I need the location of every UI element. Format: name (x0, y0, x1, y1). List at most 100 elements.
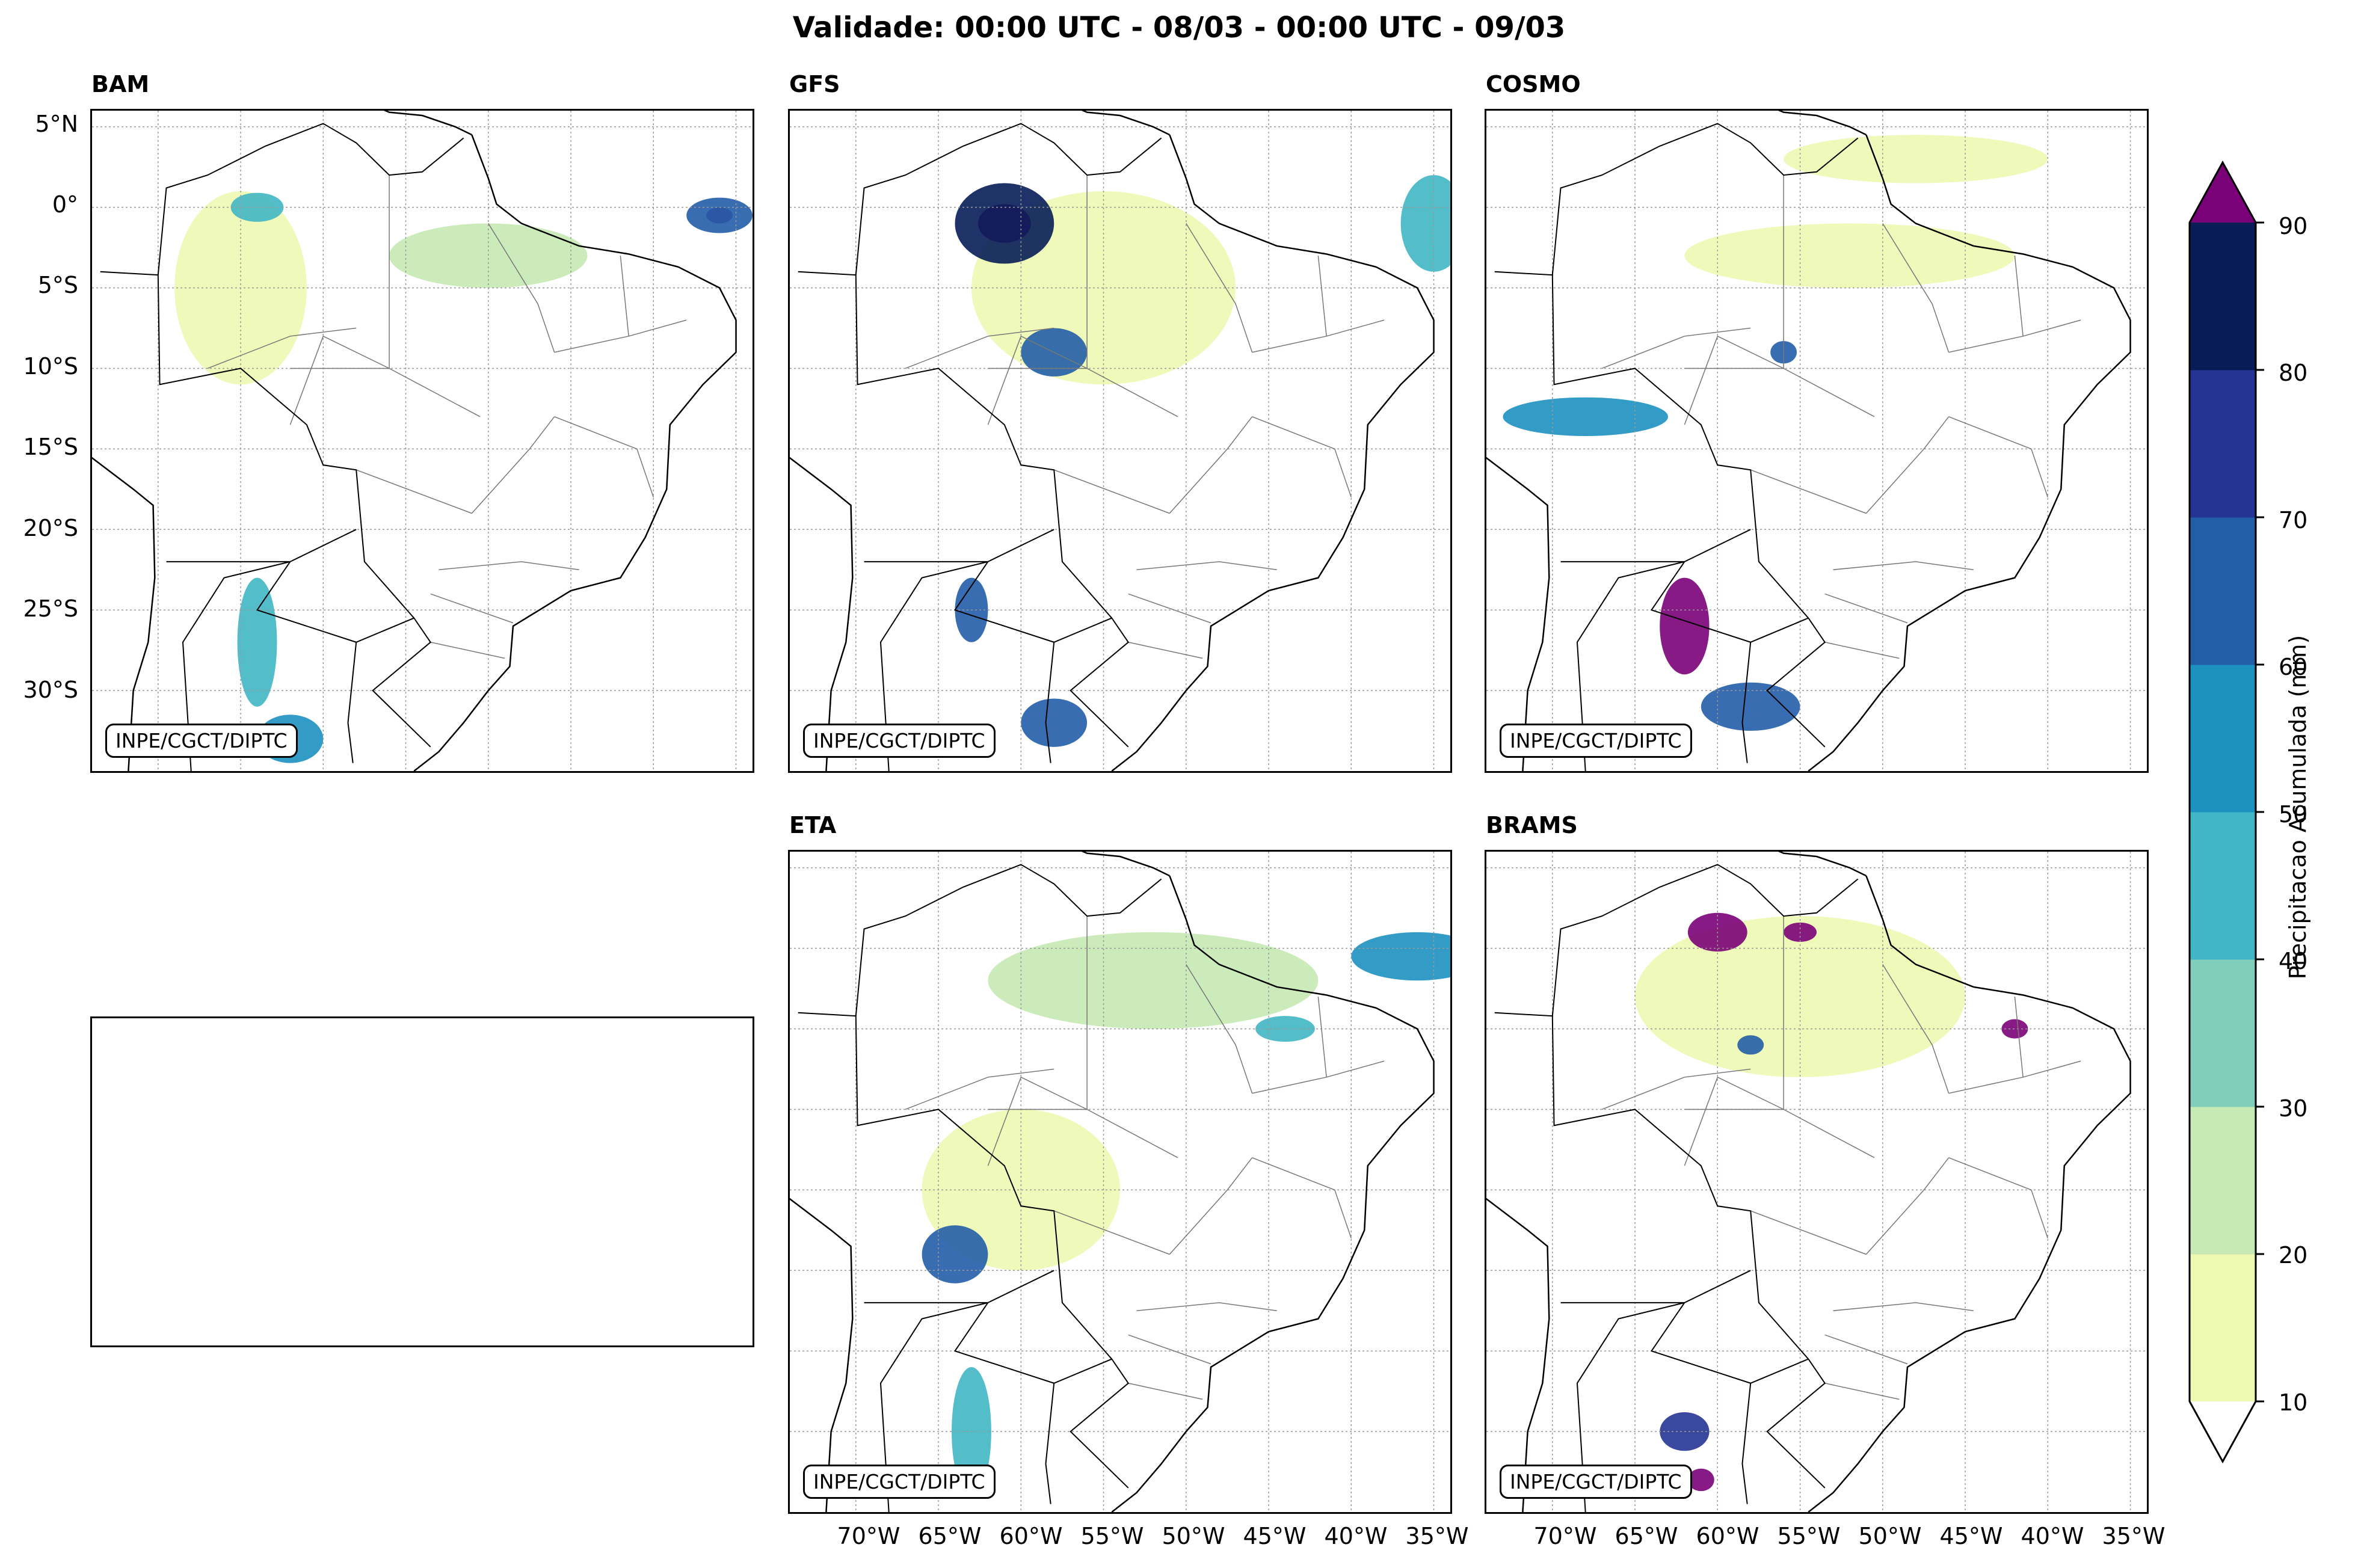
colorbar-label: Precipitacao Acumulada (mm) (2285, 635, 2311, 980)
state-border (1086, 1108, 1178, 1158)
figure-title: Validade: 00:00 UTC - 08/03 - 00:00 UTC … (792, 11, 1566, 45)
panel-title-gfs: GFS (789, 71, 840, 97)
colorbar-tick-label: 20 (2279, 1242, 2308, 1268)
lon-tick-label: 60°W (999, 1523, 1063, 1549)
precip-contour (1687, 1468, 1714, 1492)
state-border (1882, 964, 1950, 1093)
lon-tick-label: 55°W (1080, 1523, 1144, 1549)
map-panel-brams: INPE/CGCT/DIPTC (1485, 850, 2149, 1514)
lon-tick-label: 40°W (1324, 1523, 1388, 1549)
colorbar-segment (2190, 1107, 2256, 1255)
country-border (1576, 1302, 1685, 1512)
state-border (1086, 367, 1178, 417)
state-border (1948, 1157, 2049, 1238)
state-border (1186, 964, 1253, 1093)
country-border (1650, 1302, 1809, 1384)
state-border (905, 1068, 1054, 1110)
country-border (166, 529, 357, 562)
state-border (439, 561, 579, 570)
state-border (430, 593, 514, 624)
state-border (389, 367, 481, 417)
colorbar-segment (2190, 223, 2256, 370)
coastline (1486, 457, 1550, 771)
lon-tick-label: 40°W (2021, 1523, 2084, 1549)
map-canvas (790, 111, 1450, 771)
state-border (1824, 593, 1908, 624)
precip-contour (1701, 682, 1800, 731)
state-border (430, 642, 505, 659)
lat-tick-label: 5°S (37, 272, 78, 298)
colorbar-segment (2190, 665, 2256, 813)
country-border (1560, 1270, 1751, 1303)
country-border (1741, 642, 1752, 763)
lat-tick-label: 10°S (23, 353, 78, 380)
country-border (256, 561, 414, 643)
state-border (1783, 367, 1875, 417)
map-canvas (92, 111, 753, 771)
precip-contour (389, 223, 588, 288)
state-border (207, 327, 357, 369)
state-border (2022, 319, 2081, 337)
lat-tick-label: 5°N (35, 111, 78, 137)
country-border (1045, 642, 1055, 763)
colorbar-tick-label: 90 (2279, 213, 2308, 239)
coastline (383, 111, 472, 136)
lon-tick-label: 60°W (1696, 1523, 1759, 1549)
country-border (1494, 1012, 1826, 1489)
colorbar-under-triangle (2190, 1401, 2256, 1462)
lon-tick-label: 70°W (1533, 1523, 1597, 1549)
country-border (1551, 123, 1859, 275)
state-border (1601, 1068, 1751, 1110)
colorbar-segment (2190, 517, 2256, 665)
coastline (1778, 852, 1867, 877)
lon-tick-label: 45°W (1939, 1523, 2003, 1549)
panel-title-eta: ETA (789, 812, 837, 838)
coastline (1808, 875, 2131, 1512)
coastline (1081, 852, 1170, 877)
country-border (864, 1270, 1054, 1303)
coastline (413, 134, 737, 771)
lon-tick-label: 65°W (918, 1523, 982, 1549)
country-border (157, 123, 464, 275)
credit-label: INPE/CGCT/DIPTC (803, 1465, 996, 1499)
state-border (1326, 319, 1385, 337)
country-border (1551, 864, 1859, 1016)
country-border (855, 864, 1162, 1016)
lat-tick-label: 15°S (23, 434, 78, 460)
precip-contour (1660, 577, 1710, 675)
coastline (1778, 111, 1867, 136)
precip-contour (1400, 175, 1450, 272)
lon-tick-label: 45°W (1243, 1523, 1307, 1549)
panel-title-bam: BAM (91, 71, 150, 97)
lon-tick-label: 50°W (1858, 1523, 1922, 1549)
state-border (471, 416, 555, 514)
country-border (1045, 1383, 1055, 1504)
coastline (790, 457, 854, 771)
state-border (488, 223, 555, 352)
state-border (1128, 642, 1203, 659)
coastline (92, 457, 156, 771)
lat-tick-label: 20°S (23, 515, 78, 541)
country-border (100, 271, 432, 748)
panel-title-cosmo: COSMO (1486, 71, 1581, 97)
state-border (1136, 561, 1277, 570)
lat-tick-label: 30°S (23, 677, 78, 703)
precip-contour (1021, 698, 1088, 747)
state-border (1824, 1334, 1908, 1365)
colorbar-segment (2190, 959, 2256, 1107)
state-border (1750, 1210, 1867, 1255)
lat-tick-label: 0° (52, 191, 78, 218)
map-panel-cosmo: INPE/CGCT/DIPTC (1485, 109, 2149, 773)
state-border (1252, 416, 1352, 497)
precip-contour (1503, 397, 1668, 436)
lon-tick-label: 35°W (2102, 1523, 2166, 1549)
country-border (798, 271, 1130, 748)
map-panel-bam: INPE/CGCT/DIPTC (90, 109, 754, 773)
state-border (1053, 469, 1170, 514)
map-panel-eta: INPE/CGCT/DIPTC (788, 850, 1452, 1514)
country-border (1576, 561, 1685, 771)
country-border (855, 123, 1162, 275)
lon-tick-label: 55°W (1777, 1523, 1841, 1549)
country-border (953, 561, 1112, 643)
colorbar-segment (2190, 370, 2256, 518)
